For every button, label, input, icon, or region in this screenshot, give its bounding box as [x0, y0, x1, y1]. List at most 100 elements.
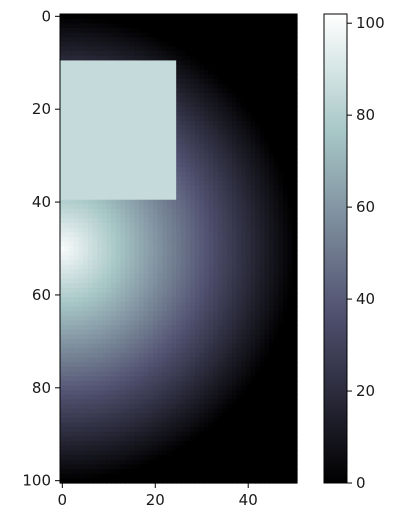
- heatmap-cell: [60, 436, 66, 442]
- heatmap-cell: [283, 116, 289, 122]
- heatmap-cell: [166, 171, 173, 178]
- heatmap-cell: [269, 283, 275, 289]
- heatmap-cell: [115, 162, 122, 168]
- heatmap-cell: [218, 88, 224, 94]
- heatmap-cell: [218, 255, 224, 261]
- heatmap-cell: [245, 436, 252, 442]
- heatmap-cell: [148, 32, 154, 38]
- heatmap-cell: [264, 157, 270, 164]
- heatmap-cell: [101, 102, 108, 108]
- heatmap-cell: [87, 199, 94, 205]
- heatmap-cell: [60, 445, 66, 452]
- heatmap-cell: [292, 55, 298, 62]
- heatmap-cell: [236, 334, 242, 340]
- heatmap-cell: [73, 390, 80, 396]
- heatmap-cell: [171, 222, 177, 229]
- heatmap-cell: [78, 274, 84, 280]
- heatmap-cell: [185, 292, 191, 298]
- heatmap-cell: [292, 167, 298, 173]
- heatmap-cell: [125, 246, 131, 252]
- heatmap-cell: [204, 385, 210, 391]
- heatmap-cell: [166, 199, 173, 205]
- heatmap-cell: [199, 246, 205, 252]
- heatmap-cell: [213, 334, 219, 340]
- heatmap-cell: [283, 357, 289, 363]
- heatmap-cell: [139, 241, 145, 247]
- heatmap-cell: [218, 357, 224, 363]
- heatmap-cell: [60, 111, 66, 117]
- heatmap-cell: [194, 18, 201, 24]
- heatmap-cell: [148, 213, 154, 219]
- heatmap-cell: [241, 292, 247, 298]
- heatmap-cell: [185, 153, 191, 159]
- heatmap-cell: [218, 422, 224, 428]
- heatmap-cell: [143, 329, 149, 335]
- heatmap-cell: [148, 464, 154, 470]
- heatmap-cell: [78, 417, 84, 424]
- heatmap-cell: [190, 148, 196, 154]
- heatmap-cell: [208, 181, 214, 187]
- heatmap-cell: [115, 399, 122, 405]
- heatmap-cell: [208, 436, 214, 442]
- heatmap-cell: [69, 306, 75, 312]
- heatmap-cell: [87, 195, 94, 201]
- heatmap-cell: [241, 176, 247, 182]
- heatmap-cell: [111, 329, 117, 335]
- heatmap-cell: [111, 88, 117, 94]
- heatmap-cell: [157, 399, 163, 405]
- heatmap-cell: [143, 167, 149, 173]
- heatmap-cell: [292, 260, 298, 266]
- heatmap-cell: [278, 65, 284, 71]
- heatmap-cell: [97, 366, 103, 373]
- heatmap-cell: [231, 92, 238, 99]
- heatmap-cell: [273, 394, 280, 401]
- heatmap-cell: [204, 46, 210, 52]
- heatmap-cell: [292, 269, 298, 275]
- heatmap-cell: [134, 408, 140, 414]
- heatmap-cell: [283, 32, 289, 38]
- heatmap-cell: [213, 394, 219, 401]
- heatmap-cell: [176, 92, 182, 99]
- heatmap-cell: [255, 218, 261, 224]
- heatmap-cell: [218, 264, 224, 270]
- heatmap-cell: [171, 422, 177, 428]
- heatmap-cell: [283, 171, 289, 178]
- heatmap-cell: [152, 116, 159, 122]
- heatmap-cell: [162, 320, 168, 326]
- heatmap-cell: [213, 204, 219, 210]
- heatmap-cell: [69, 139, 75, 145]
- heatmap-cell: [115, 88, 122, 94]
- heatmap-cell: [115, 325, 122, 331]
- heatmap-cell: [255, 106, 261, 113]
- heatmap-cell: [236, 125, 242, 131]
- heatmap-cell: [227, 116, 233, 122]
- heatmap-cell: [208, 329, 214, 335]
- heatmap-cell: [208, 366, 214, 373]
- heatmap-cell: [148, 334, 154, 340]
- heatmap-cell: [115, 27, 122, 34]
- heatmap-cell: [250, 32, 256, 38]
- heatmap-cell: [129, 14, 135, 20]
- heatmap-cell: [222, 46, 228, 52]
- heatmap-cell: [231, 250, 238, 257]
- heatmap-cell: [166, 204, 173, 210]
- heatmap-cell: [125, 79, 131, 85]
- heatmap-cell: [185, 199, 191, 205]
- heatmap-cell: [171, 213, 177, 219]
- heatmap-cell: [194, 427, 201, 433]
- heatmap-cell: [148, 450, 154, 456]
- heatmap-cell: [97, 274, 103, 280]
- heatmap-cell: [101, 227, 108, 233]
- heatmap-cell: [287, 348, 293, 354]
- heatmap-cell: [64, 283, 70, 289]
- heatmap-cell: [166, 27, 173, 34]
- heatmap-cell: [162, 204, 168, 210]
- heatmap-cell: [143, 227, 149, 233]
- heatmap-cell: [250, 65, 256, 71]
- heatmap-cell: [194, 278, 201, 284]
- heatmap-cell: [69, 209, 75, 215]
- heatmap-cell: [231, 450, 238, 456]
- heatmap-cell: [92, 260, 98, 266]
- heatmap-cell: [194, 144, 201, 150]
- heatmap-cell: [269, 260, 275, 266]
